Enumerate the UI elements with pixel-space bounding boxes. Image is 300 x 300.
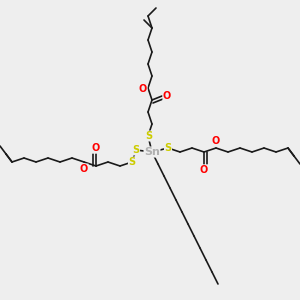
Text: S: S: [128, 157, 136, 167]
Text: O: O: [163, 91, 171, 101]
Text: O: O: [80, 164, 88, 174]
Text: S: S: [132, 145, 140, 155]
Text: O: O: [200, 165, 208, 175]
Text: O: O: [139, 84, 147, 94]
Text: Sn: Sn: [144, 147, 160, 157]
Text: S: S: [146, 131, 153, 141]
Text: S: S: [164, 143, 172, 153]
Text: O: O: [212, 136, 220, 146]
Text: O: O: [92, 143, 100, 153]
